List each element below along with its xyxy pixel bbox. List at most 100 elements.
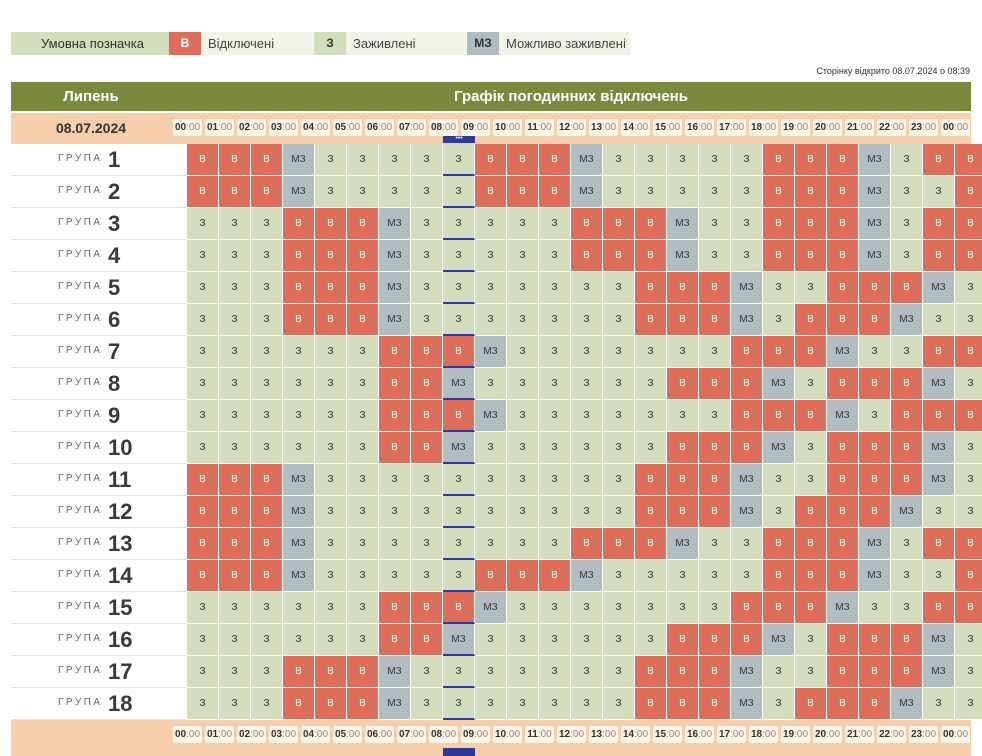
time-tick-hour: 03 <box>270 122 283 133</box>
hour-cell: З <box>219 336 251 368</box>
time-tick: 23:00 <box>909 726 938 743</box>
time-tick-hour: 16 <box>686 122 699 133</box>
group-label: ГРУПА 4 <box>11 240 187 272</box>
hour-cell: В <box>827 432 859 464</box>
hour-cell: З <box>539 304 571 336</box>
group-word: ГРУПА <box>58 377 103 388</box>
hour-cell: З <box>795 432 827 464</box>
time-tick: 05:00 <box>333 119 362 136</box>
hour-cell: З <box>635 336 667 368</box>
time-tick-hour: 08 <box>430 729 443 740</box>
group-word: ГРУПА <box>58 281 103 292</box>
hour-cell: З <box>251 624 283 656</box>
hour-cell: МЗ <box>667 528 699 560</box>
hour-cell: В <box>731 592 763 624</box>
hour-cell: В <box>251 528 283 560</box>
time-tick: 07:00 <box>397 726 426 743</box>
hour-cell: З <box>667 176 699 208</box>
hour-cell: З <box>763 496 795 528</box>
time-tick-minute: :00 <box>537 122 552 133</box>
time-tick-minute: :00 <box>218 122 233 133</box>
hour-cell: З <box>379 464 411 496</box>
hour-cell: В <box>411 368 443 400</box>
time-tick-minute: :00 <box>570 729 585 740</box>
group-number: 17 <box>108 659 133 684</box>
group-label: ГРУПА 2 <box>11 176 187 208</box>
group-number: 3 <box>108 211 121 236</box>
hour-cell: В <box>955 208 982 240</box>
hour-cell: З <box>699 208 731 240</box>
hour-cell: МЗ <box>731 304 763 336</box>
hour-cell: З <box>571 656 603 688</box>
hour-cell: З <box>507 656 539 688</box>
hour-cell: В <box>635 528 667 560</box>
time-tick-minute: :00 <box>346 122 361 133</box>
time-tick: 13:00 <box>589 726 618 743</box>
time-tick-hour: 06 <box>366 122 379 133</box>
hour-cell: З <box>283 400 315 432</box>
hour-cell: З <box>539 368 571 400</box>
hour-cell: В <box>603 208 635 240</box>
hour-cell: З <box>219 240 251 272</box>
hour-cell: В <box>891 464 923 496</box>
hour-cell: З <box>411 272 443 304</box>
hour-cell: МЗ <box>859 528 891 560</box>
group-word: ГРУПА <box>58 601 103 612</box>
hour-cell: З <box>219 368 251 400</box>
time-tick-minute: :00 <box>346 729 361 740</box>
hour-cell: З <box>731 240 763 272</box>
group-number: 16 <box>108 627 133 652</box>
hour-cell: З <box>315 496 347 528</box>
hour-cell: В <box>667 688 699 720</box>
hour-cell: В <box>411 624 443 656</box>
hour-cell: З <box>315 528 347 560</box>
hour-cell: В <box>347 240 379 272</box>
hour-cell: МЗ <box>731 272 763 304</box>
hour-cell: З <box>507 208 539 240</box>
hour-cell: МЗ <box>571 560 603 592</box>
hour-cell: В <box>699 272 731 304</box>
hour-cell: З <box>699 176 731 208</box>
hour-cell: В <box>219 464 251 496</box>
hour-cell: З <box>955 272 982 304</box>
time-tick-minute: :00 <box>506 729 521 740</box>
hour-cell: В <box>379 336 411 368</box>
hour-cell: З <box>603 176 635 208</box>
time-tick: 00:00 <box>941 119 970 136</box>
hour-cell: З <box>795 624 827 656</box>
hour-cell: З <box>251 368 283 400</box>
hour-cell: В <box>219 560 251 592</box>
time-tick: 19:00 <box>781 119 810 136</box>
group-number: 2 <box>108 179 121 204</box>
hour-cell: З <box>667 560 699 592</box>
group-word: ГРУПА <box>58 249 103 260</box>
hour-cell: В <box>411 336 443 368</box>
hour-cell: З <box>955 624 982 656</box>
hour-cell: З <box>539 656 571 688</box>
legend: Умовна позначка В Відключені З Заживлені МЗ М… <box>11 32 630 55</box>
hour-cell: З <box>891 176 923 208</box>
hour-cell: З <box>923 496 955 528</box>
group-label: ГРУПА 7 <box>11 336 187 368</box>
hour-cell: З <box>955 432 982 464</box>
group-label: ГРУПА 12 <box>11 496 187 528</box>
hour-cell: З <box>187 368 219 400</box>
hour-cell: В <box>731 624 763 656</box>
hour-cell: З <box>763 656 795 688</box>
hour-cell: МЗ <box>283 464 315 496</box>
hour-cell: З <box>635 624 667 656</box>
time-tick-hour: 18 <box>750 729 763 740</box>
hour-cell: З <box>283 368 315 400</box>
hour-cell: В <box>763 208 795 240</box>
hour-cell: З <box>315 592 347 624</box>
hour-cell: З <box>667 336 699 368</box>
hour-cell: З <box>475 464 507 496</box>
hour-cell: В <box>603 240 635 272</box>
hour-cell: З <box>635 592 667 624</box>
time-tick-hour: 00 <box>942 122 955 133</box>
hour-cell: В <box>923 240 955 272</box>
hour-cell: З <box>635 400 667 432</box>
time-tick-hour: 23 <box>910 122 923 133</box>
hour-cell: З <box>795 464 827 496</box>
